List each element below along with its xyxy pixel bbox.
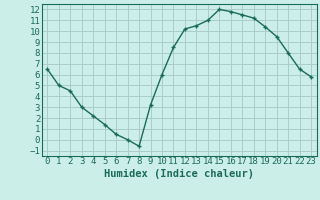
X-axis label: Humidex (Indice chaleur): Humidex (Indice chaleur) <box>104 169 254 179</box>
